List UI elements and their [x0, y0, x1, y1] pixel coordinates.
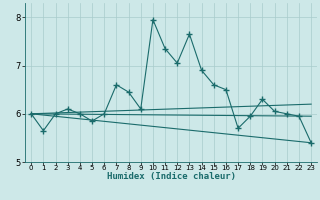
X-axis label: Humidex (Indice chaleur): Humidex (Indice chaleur)	[107, 172, 236, 181]
